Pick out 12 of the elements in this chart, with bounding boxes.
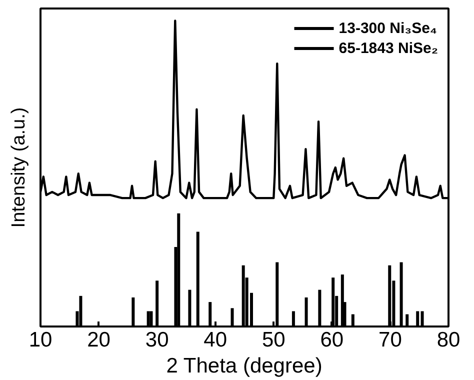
x-tick-label: 50 bbox=[262, 328, 286, 352]
x-tick-label: 80 bbox=[436, 328, 460, 352]
x-tick-label: 20 bbox=[87, 328, 110, 352]
y-axis-title: Intensity (a.u.) bbox=[8, 107, 30, 228]
x-axis-title: 2 Theta (degree) bbox=[166, 354, 322, 378]
x-tick-label: 70 bbox=[378, 328, 402, 352]
x-tick-label: 40 bbox=[204, 328, 228, 352]
x-tick-label: 30 bbox=[145, 328, 169, 352]
x-tick-label: 60 bbox=[320, 328, 344, 352]
x-tick-label: 10 bbox=[28, 328, 52, 352]
legend-label: 13-300 Ni₃Se₄ bbox=[338, 20, 438, 36]
legend-label: 65-1843 NiSe₂ bbox=[338, 40, 438, 56]
